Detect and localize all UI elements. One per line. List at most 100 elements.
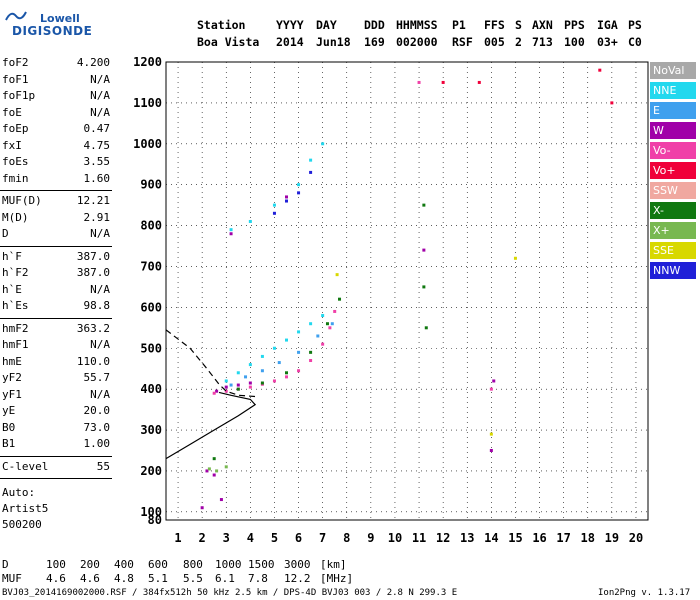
param-row: h`E N/A <box>2 283 110 300</box>
x-tick-label: 19 <box>605 531 619 545</box>
header-label-station: Station <box>197 18 246 32</box>
param-row: M(D) 2.91 <box>2 211 110 228</box>
y-tick-label: 500 <box>140 341 162 355</box>
legend-item-sse: SSE <box>650 242 696 259</box>
param-row: foF2 4.200 <box>2 56 110 73</box>
param-name: foF1 <box>2 72 29 86</box>
polarization-legend: NoVal NNE E W Vo- Vo+ SSW X- X+ SSE NNW <box>650 62 696 282</box>
param-value: 4.200 <box>76 56 110 69</box>
header-label-yyyy: YYYY <box>276 18 304 32</box>
data-point <box>205 469 209 473</box>
legend-item-ssw: SSW <box>650 182 696 199</box>
param-name: hmF1 <box>2 338 29 351</box>
param-row: foEs 3.55 <box>2 155 110 172</box>
series-nnw <box>272 170 313 215</box>
data-point <box>489 432 493 436</box>
data-point <box>297 369 301 373</box>
param-separator <box>0 478 112 479</box>
header-value-iga: 03+ <box>597 35 618 49</box>
param-value: N/A <box>90 89 110 102</box>
legend-item-nne: NNE <box>650 82 696 99</box>
x-tick-label: 11 <box>412 531 426 545</box>
x-tick-label: 13 <box>460 531 474 545</box>
data-point <box>260 354 264 358</box>
param-name: D <box>2 227 9 240</box>
footer-muf-label: MUF <box>2 572 22 585</box>
param-value: 20.0 <box>83 404 111 417</box>
data-point <box>285 371 288 375</box>
param-value: 98.8 <box>83 299 111 312</box>
data-point <box>598 68 602 72</box>
param-separator <box>0 317 112 319</box>
data-point <box>212 473 216 477</box>
param-name: M(D) <box>2 210 29 224</box>
header-value-ddd: 169 <box>364 35 385 49</box>
data-point <box>309 359 313 363</box>
param-value: 3.55 <box>83 155 111 168</box>
param-value: 110.0 <box>76 354 110 368</box>
param-name: h`F2 <box>2 266 29 279</box>
x-tick-label: 5 <box>271 531 278 545</box>
param-value: 387.0 <box>76 249 110 263</box>
data-point <box>272 203 276 207</box>
series-x- <box>207 465 228 473</box>
param-value: N/A <box>90 227 110 240</box>
footer-distance-value: 800 <box>183 558 203 571</box>
chart-grid <box>166 61 648 521</box>
data-point <box>272 346 276 350</box>
param-name: foF2 <box>2 56 29 69</box>
data-point <box>229 232 233 236</box>
param-value: 2.91 <box>83 210 111 224</box>
data-point <box>207 467 211 471</box>
param-row: foF1p N/A <box>2 89 110 106</box>
x-tick-label: 2 <box>199 531 206 545</box>
footer-muf-value: 4.6 <box>80 572 100 585</box>
header-label-iga: IGA <box>597 18 618 32</box>
legend-item-vo-: Vo- <box>650 142 696 159</box>
autoscaling-info: Artist5 <box>2 502 49 515</box>
y-tick-label: 200 <box>140 464 162 478</box>
data-point <box>236 387 240 391</box>
header-label-day: DAY <box>316 18 337 32</box>
data-point <box>297 350 301 354</box>
header-label-ddd: DDD <box>364 18 385 32</box>
series-w <box>200 195 496 510</box>
dashed-trace-line <box>165 329 256 398</box>
x-tick-label: 17 <box>556 531 570 545</box>
data-point <box>248 219 252 223</box>
param-value: 387.0 <box>76 266 110 279</box>
data-point <box>219 498 223 502</box>
legend-item-x-: X+ <box>650 222 696 239</box>
x-tick-label: 6 <box>295 531 302 545</box>
param-row: B0 73.0 <box>2 421 110 438</box>
x-tick-label: 8 <box>343 531 350 545</box>
data-point <box>309 158 313 162</box>
header-label-ps: PS <box>628 18 642 32</box>
y-tick-label: 100 <box>140 505 162 519</box>
footer-distance-value: 1500 <box>248 558 275 571</box>
footer-muf-unit: [MHz] <box>320 572 354 585</box>
header-value-hhmmss: 002000 <box>396 35 438 49</box>
data-point <box>215 389 219 393</box>
data-point <box>248 381 252 385</box>
data-point <box>260 369 264 373</box>
x-tick-label: 3 <box>223 531 230 545</box>
data-point <box>441 80 445 84</box>
series-x- <box>212 203 428 461</box>
y-tick-label: 1000 <box>133 137 162 151</box>
x-tick-label: 16 <box>532 531 546 545</box>
footer-muf-value: 12.2 <box>284 572 311 585</box>
data-point <box>422 248 426 252</box>
chart-series <box>200 68 614 510</box>
param-row: h`F 387.0 <box>2 250 110 267</box>
data-point <box>277 361 281 365</box>
data-point <box>272 379 276 383</box>
x-tick-label: 15 <box>508 531 522 545</box>
param-value: 12.21 <box>76 194 110 207</box>
data-point <box>513 256 517 260</box>
series-vo- <box>441 68 614 105</box>
param-row: MUF(D) 12.21 <box>2 194 110 211</box>
footer-muf-value: 4.8 <box>114 572 134 585</box>
x-tick-label: 9 <box>367 531 374 545</box>
param-value: 55 <box>96 459 110 473</box>
